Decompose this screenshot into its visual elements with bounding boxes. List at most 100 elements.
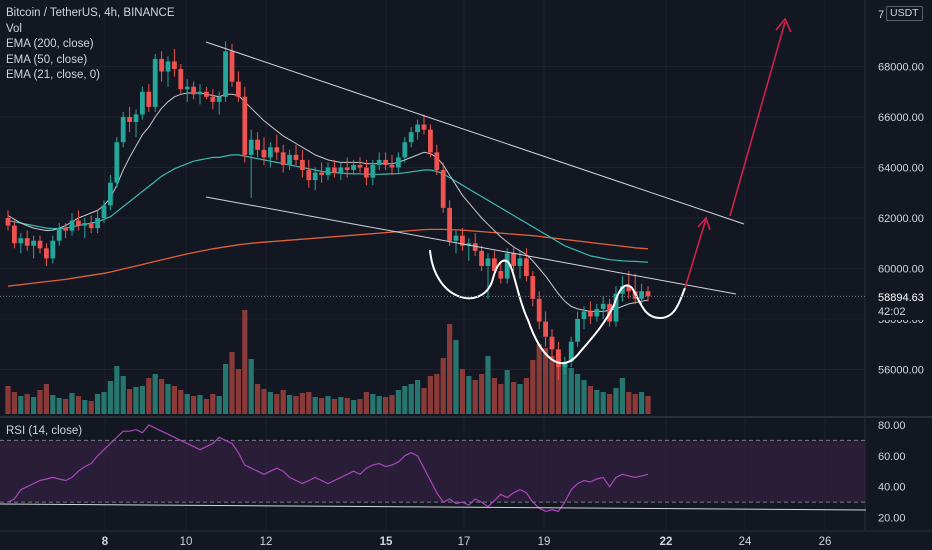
volume-bar bbox=[82, 400, 88, 414]
volume-bar bbox=[511, 382, 517, 414]
ema200-label[interactable]: EMA (200, close) bbox=[6, 38, 94, 50]
volume-bar bbox=[395, 390, 401, 414]
candle-body bbox=[24, 238, 30, 246]
volume-bar bbox=[504, 370, 510, 414]
volume-bar bbox=[543, 348, 549, 414]
ema21-label[interactable]: EMA (21, close, 0) bbox=[6, 69, 100, 81]
candle-body bbox=[434, 152, 440, 171]
ema21-line bbox=[7, 92, 649, 312]
volume-bar bbox=[498, 384, 504, 414]
candle-body bbox=[396, 157, 401, 168]
volume-bar bbox=[402, 386, 408, 414]
volume-bar bbox=[11, 392, 17, 414]
volume-bar bbox=[255, 384, 261, 414]
candle-body bbox=[127, 117, 132, 123]
time-tick-label: 26 bbox=[819, 536, 832, 548]
volume-bar bbox=[312, 397, 318, 414]
volume-bar bbox=[120, 376, 126, 414]
volume-bar bbox=[344, 398, 350, 414]
volume-bar bbox=[37, 390, 43, 414]
volume-bar bbox=[555, 354, 561, 414]
volume-bar bbox=[133, 387, 139, 414]
volume-bar bbox=[127, 389, 133, 414]
volume-bar bbox=[613, 388, 619, 414]
volume-bar bbox=[114, 366, 120, 414]
candle-body bbox=[383, 159, 388, 165]
upper-trendline bbox=[205, 41, 745, 225]
candle-body bbox=[82, 223, 88, 226]
candle-body bbox=[140, 91, 145, 115]
volume-bar bbox=[619, 378, 625, 414]
volume-bar bbox=[536, 344, 542, 414]
candle-body bbox=[88, 223, 94, 229]
symbol-title[interactable]: Bitcoin / TetherUS, 4h, BINANCE bbox=[6, 7, 175, 19]
candle-body bbox=[498, 271, 504, 279]
candle-body bbox=[568, 341, 574, 362]
currency-selector[interactable]: USDT bbox=[886, 6, 923, 21]
volume-bar bbox=[43, 384, 49, 414]
volume-bar bbox=[210, 394, 216, 414]
candle-body bbox=[223, 51, 228, 97]
candle-body bbox=[44, 248, 49, 259]
time-tick-label: 19 bbox=[538, 536, 551, 548]
candle-body bbox=[549, 336, 555, 350]
volume-label[interactable]: Vol bbox=[6, 22, 22, 35]
time-tick-label: 17 bbox=[458, 536, 471, 548]
volume-bar bbox=[88, 401, 94, 414]
volume-bar bbox=[421, 388, 427, 414]
candle-body bbox=[242, 96, 248, 155]
candle-body bbox=[101, 205, 107, 218]
volume-bar bbox=[31, 397, 37, 414]
volume-bar bbox=[472, 380, 478, 414]
volume-bar bbox=[50, 395, 56, 414]
candle-body bbox=[76, 220, 81, 226]
volume-bar bbox=[459, 369, 465, 414]
candle-body bbox=[588, 311, 593, 317]
candle-body bbox=[357, 164, 363, 168]
last-price: 58894.63 bbox=[878, 292, 924, 304]
volume-bar bbox=[24, 394, 30, 414]
time-tick-label: 8 bbox=[102, 536, 109, 548]
candle-body bbox=[268, 147, 273, 158]
volume-bar bbox=[267, 392, 273, 414]
volume-bar bbox=[530, 360, 536, 414]
rsi-trendline bbox=[0, 503, 867, 511]
candle-body bbox=[562, 361, 568, 367]
volume-bar bbox=[607, 394, 613, 414]
volume-bar bbox=[306, 392, 312, 414]
candle-body bbox=[402, 142, 408, 158]
rsi-band bbox=[0, 440, 865, 503]
candle-body bbox=[626, 286, 632, 292]
candle-body bbox=[95, 218, 100, 229]
candle-body bbox=[543, 321, 548, 337]
candle-body bbox=[12, 225, 17, 244]
volume-bar bbox=[159, 379, 165, 414]
candle-body bbox=[511, 253, 516, 266]
last-price-tag: 58894.63 42:02 bbox=[866, 289, 932, 320]
candle-body bbox=[5, 218, 11, 226]
candle-body bbox=[31, 240, 36, 246]
candle-body bbox=[338, 167, 344, 173]
rsi-label[interactable]: RSI (14, close) bbox=[6, 425, 83, 437]
candle-body bbox=[146, 91, 152, 107]
candle-body bbox=[639, 291, 644, 299]
candle-body bbox=[114, 142, 120, 183]
candle-body bbox=[428, 129, 433, 153]
time-tick-label: 22 bbox=[660, 536, 673, 548]
volume-bar bbox=[229, 352, 235, 414]
candle-body bbox=[120, 117, 126, 143]
candle-body bbox=[600, 303, 606, 309]
volume-bar bbox=[95, 394, 101, 414]
volume-bar bbox=[63, 399, 69, 414]
ema50-label[interactable]: EMA (50, close) bbox=[6, 53, 88, 66]
volume-bar bbox=[434, 374, 440, 414]
candle-body bbox=[575, 319, 580, 342]
projection-line-2 bbox=[729, 21, 786, 217]
volume-bar bbox=[178, 390, 184, 414]
volume-bar bbox=[491, 378, 497, 414]
volume-bar bbox=[440, 358, 446, 414]
volume-bar bbox=[331, 399, 337, 414]
candle-body bbox=[204, 91, 209, 97]
volume-bar bbox=[197, 395, 203, 414]
